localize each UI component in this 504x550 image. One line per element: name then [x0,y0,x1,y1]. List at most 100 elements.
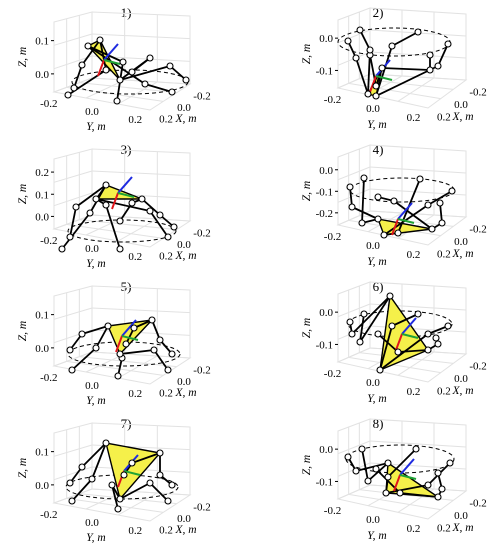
x-axis-label: X, m [451,111,473,123]
joint-marker [64,91,72,99]
panel-5: 5)0.10.0Z, m-0.20.00.2Y, m-0.20.00.2 X, m [17,279,211,407]
joint-marker [66,479,74,487]
joint-marker [386,292,394,300]
z-tick-label: 0.0 [35,69,49,81]
z-tick-label: 0.1 [35,36,49,48]
y-axis-label: Y, m [86,121,105,133]
joint-marker [356,26,364,34]
z-tick-label: -0.1 [316,186,333,198]
joint-marker [382,489,390,497]
joint-marker [156,211,164,219]
joint-marker [390,197,398,205]
grid-line [79,82,177,94]
joint-marker [114,505,122,513]
z-axis-label: Z, m [17,458,29,478]
joint-marker [358,219,366,227]
x-tick-label: 0.2 [437,249,451,261]
grid-line [337,188,371,203]
x-tick-label: -0.2 [193,227,210,239]
x-tick-label: -0.2 [193,90,210,102]
z-tick-label: 0.1 [35,189,49,201]
joint-marker [346,183,354,191]
leg-link [377,333,399,353]
z-axis-label: Z, m [301,181,313,201]
joint-marker [116,217,124,225]
frame-y-axis [121,335,139,341]
joint-marker [164,233,172,241]
panel-title: 2) [373,5,384,20]
frame-z-axis [117,176,133,194]
joint-marker [360,310,368,318]
z-tick-label: 0.1 [35,447,49,459]
z-tick-label: 0.0 [319,33,333,45]
joint-marker [114,372,122,380]
panel-title: 7) [121,416,132,431]
x-tick-label: 0.0 [454,236,468,248]
panel-8: 8)0.0-0.1Z, m-0.20.00.2Y, m-0.20.00.2 X, … [301,416,487,542]
leg-link [387,448,417,478]
y-tick-label: -0.2 [40,98,57,110]
joint-marker [384,459,392,467]
joint-marker [138,195,146,203]
joint-marker [102,181,110,189]
joint-marker [436,199,444,207]
leg-link [71,347,97,371]
grid-line [117,492,158,516]
panel-6: 6)0.0-0.1Z, m-0.20.00.2Y, m-0.20.00.2 X, … [301,279,487,405]
joint-marker [388,42,396,50]
leg-link [61,212,91,250]
joint-marker [86,209,94,217]
y-tick-label: -0.2 [40,372,57,384]
y-tick-label: 0.0 [85,517,99,529]
joint-marker [92,344,100,352]
grid-line [91,33,191,40]
frame-y-axis [117,192,135,198]
joint-marker [396,489,404,497]
joint-marker [358,445,366,453]
joint-marker [380,231,388,239]
joint-marker [148,316,156,324]
joint-marker [70,84,78,92]
joint-marker [388,322,396,330]
x-tick-label: 0.0 [177,239,191,251]
leg-link [379,325,393,371]
z-axis-label: Z, m [301,318,313,338]
joint-marker [66,233,74,241]
panel-7: 7)0.10.0Z, m-0.20.00.2Y, m-0.20.00.2 X, m [17,416,211,544]
frame-x-axis [395,333,403,351]
y-tick-label: -0.2 [40,235,57,247]
frame-x-axis [111,192,119,210]
frame-x-axis [97,59,105,77]
x-tick-label: -0.2 [193,364,210,376]
x-tick-label: 0.2 [437,386,451,398]
z-axis-label: Z, m [17,184,29,204]
joint-marker [438,219,446,227]
joint-marker [141,80,149,88]
panel-title: 6) [373,279,384,294]
joint-marker [434,340,442,348]
y-tick-label: 0.2 [407,112,421,124]
y-tick-label: -0.2 [324,94,341,106]
frame-y-axis [103,59,121,65]
joint-marker [360,174,368,182]
z-tick-label: -0.1 [316,339,333,351]
leg-link [119,482,151,500]
y-axis-label: Y, m [367,256,386,268]
grid-line [369,303,467,311]
joint-marker [119,58,127,66]
leg-link [95,325,109,349]
y-tick-label: 0.0 [85,243,99,255]
grid-line [66,86,164,102]
x-tick-label: 0.2 [159,388,173,400]
joint-marker [374,215,382,223]
joint-marker [352,54,360,62]
y-tick-label: 0.2 [128,525,142,537]
grid-line [53,466,93,481]
leg-link [393,200,433,230]
z-tick-label: 0.0 [319,307,333,319]
joint-marker [344,453,352,461]
joint-marker [448,187,456,195]
z-tick-label: -0.2 [316,208,333,220]
grid-line [369,188,467,196]
